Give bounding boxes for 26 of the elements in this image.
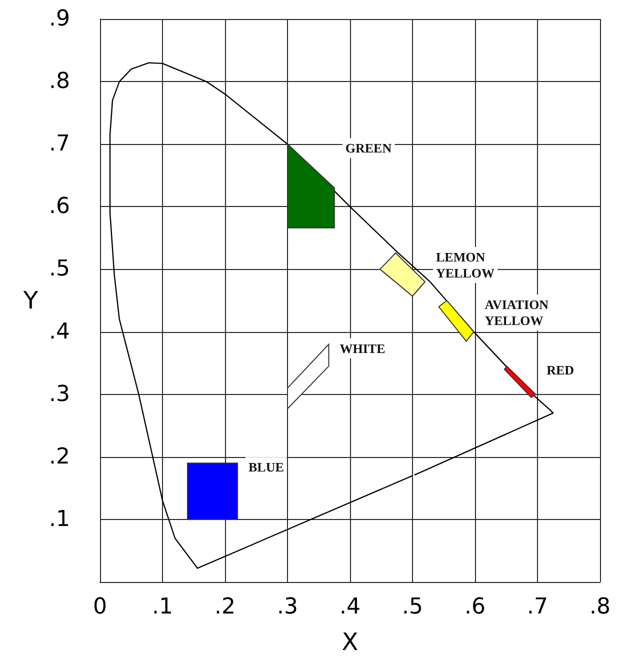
y-tick-label: .4	[49, 319, 70, 344]
series-label: AVIATION YELLOW	[484, 297, 550, 328]
y-tick-label: .7	[49, 132, 70, 157]
y-tick-label: .1	[49, 506, 70, 532]
x-axis-title: X	[342, 628, 358, 656]
text: GREEN	[345, 140, 392, 156]
series-label: RED	[546, 362, 574, 378]
y-tick-label: .8	[49, 69, 70, 94]
y-tick-label: .9	[49, 6, 70, 32]
x-tick-label: .1	[152, 594, 173, 620]
x-tick-label: 0	[93, 594, 107, 620]
series-label: BLUE	[248, 460, 284, 475]
series-label: LEMON YELLOW	[436, 249, 495, 280]
x-tick-label: .4	[340, 594, 360, 620]
x-tick-label: .2	[214, 594, 236, 620]
x-tick-label: .6	[464, 594, 486, 620]
y-tick-label: .2	[49, 444, 70, 470]
y-tick-label: .3	[49, 382, 70, 407]
series-label: WHITE	[340, 340, 386, 356]
x-tick-label: .3	[277, 594, 298, 620]
y-tick-label: .6	[49, 194, 70, 220]
y-tick-label: .5	[49, 256, 70, 282]
y-axis-title: Y	[22, 286, 38, 314]
x-tick-label: .7	[527, 594, 548, 620]
x-tick-label: .5	[402, 594, 423, 620]
x-tick-label: .8	[590, 594, 610, 620]
